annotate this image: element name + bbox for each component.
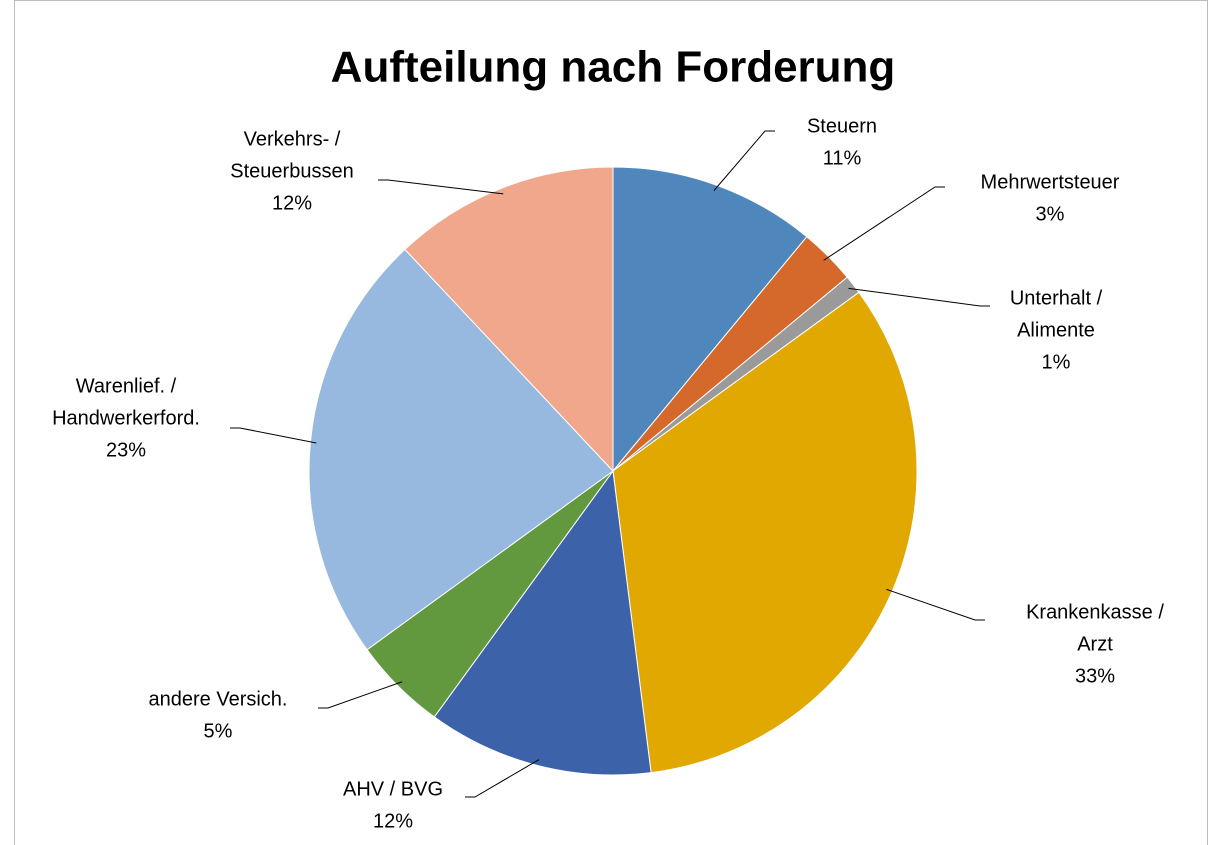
slice-label: Krankenkasse /: [1026, 601, 1164, 623]
leader-line: [713, 130, 775, 191]
slice-label: Verkehrs- /: [244, 128, 341, 150]
slice-label: Mehrwertsteuer: [981, 171, 1120, 193]
pie-slice: [433, 469, 652, 776]
slice-label: Unterhalt /: [1010, 287, 1103, 309]
slice-label: Warenlief. /: [76, 375, 177, 397]
pie-slice: [308, 248, 614, 651]
leader-line: [230, 427, 317, 444]
slice-value-label: 33%: [1075, 665, 1115, 687]
leader-line: [378, 179, 504, 195]
slice-label: AHV / BVG: [343, 778, 443, 800]
slice-value-label: 12%: [373, 810, 413, 832]
pie-slice: [612, 166, 808, 473]
slice-label: Arzt: [1077, 633, 1113, 655]
leader-line: [848, 287, 990, 307]
pie-slice: [404, 166, 614, 473]
slice-label: andere Versich.: [149, 688, 288, 710]
leader-line: [886, 588, 985, 621]
slice-value-label: 11%: [823, 147, 862, 169]
slice-value-label: 5%: [204, 720, 233, 742]
leader-line: [465, 759, 540, 798]
slice-value-label: 23%: [106, 439, 146, 461]
slice-label: Alimente: [1017, 319, 1095, 341]
slice-label: Handwerkerford.: [52, 407, 200, 429]
slice-label: Steuerbussen: [230, 160, 353, 182]
chart-title: Aufteilung nach Forderung: [331, 43, 896, 92]
leader-line: [823, 186, 945, 261]
slice-value-label: 3%: [1036, 203, 1065, 225]
leader-line: [318, 681, 403, 709]
slice-label: Steuern: [807, 115, 877, 137]
slice-value-label: 12%: [272, 192, 312, 214]
slice-value-label: 1%: [1042, 351, 1071, 373]
